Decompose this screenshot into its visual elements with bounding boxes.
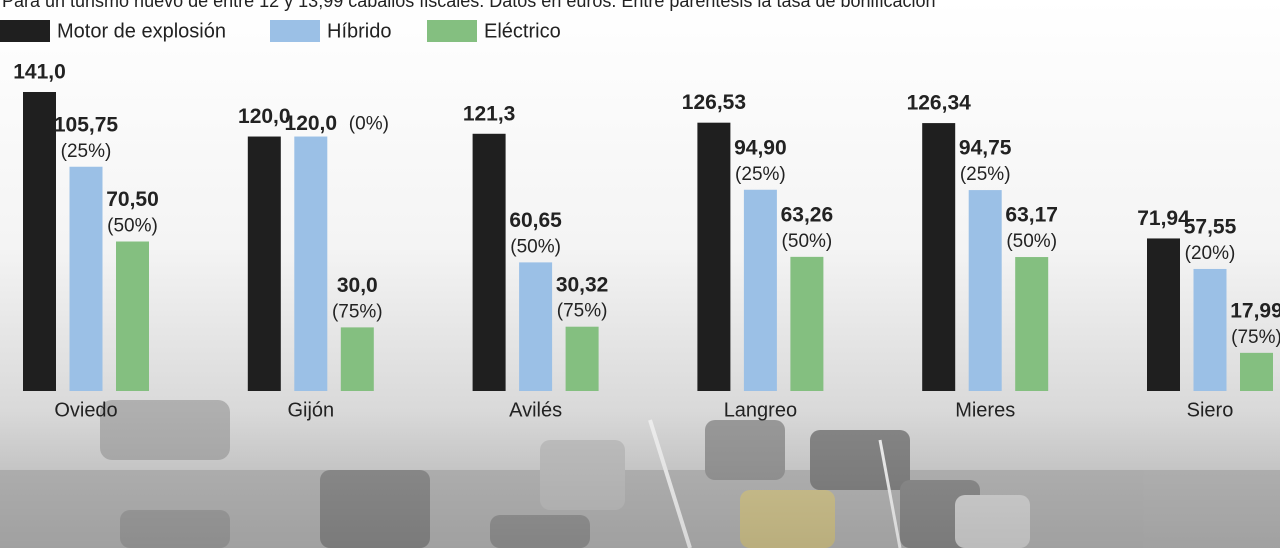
legend-swatch (270, 20, 320, 42)
legend-swatch (427, 20, 477, 42)
value-label: 120,0 (285, 112, 338, 135)
annotation: (75%) (1231, 327, 1280, 348)
road-scene (0, 400, 1280, 548)
legend-label: Híbrido (327, 20, 391, 42)
annotation: (25%) (61, 141, 112, 162)
value-label: 126,34 (907, 92, 972, 115)
annotation: (0%) (349, 114, 389, 135)
bar (519, 262, 553, 391)
value-label: 30,0 (337, 274, 378, 297)
bar (790, 256, 824, 391)
legend-swatch (0, 20, 50, 42)
value-label: 70,50 (106, 188, 159, 211)
annotation: (25%) (735, 164, 786, 185)
category-label: Avilés (509, 399, 562, 421)
value-label: 141,0 (13, 61, 66, 84)
bar (247, 136, 281, 391)
bar (743, 189, 777, 391)
subtitle: Para un turismo nuevo de entre 12 y 13,9… (2, 0, 936, 11)
value-label: 71,94 (1137, 207, 1190, 230)
bar (565, 326, 599, 391)
annotation: (50%) (510, 236, 561, 257)
value-label: 120,0 (238, 105, 291, 128)
legend-label: Motor de explosión (57, 20, 226, 42)
annotation: (50%) (107, 216, 158, 237)
annotation: (25%) (960, 164, 1011, 185)
category-label: Oviedo (54, 399, 117, 421)
bar (1015, 257, 1049, 391)
category-label: Gijón (287, 399, 334, 421)
bar (968, 190, 1002, 391)
value-label: 63,26 (781, 203, 834, 226)
annotation: (75%) (332, 301, 383, 322)
bar (69, 166, 103, 391)
value-label: 94,75 (959, 137, 1012, 160)
annotation: (50%) (1006, 231, 1057, 252)
value-label: 121,3 (463, 102, 516, 125)
bar (23, 92, 56, 391)
bar (922, 123, 956, 391)
value-label: 60,65 (509, 209, 562, 232)
category-label: Mieres (955, 399, 1015, 421)
legend-label: Eléctrico (484, 20, 561, 42)
annotation: (20%) (1185, 243, 1236, 264)
value-label: 57,55 (1184, 216, 1237, 239)
bar (294, 136, 328, 391)
value-label: 94,90 (734, 136, 787, 159)
bar (1147, 238, 1180, 391)
bar (472, 133, 506, 391)
value-label: 63,17 (1005, 204, 1058, 227)
bar (340, 327, 374, 391)
bar (116, 241, 149, 391)
bar (1240, 352, 1273, 391)
value-label: 30,32 (556, 273, 609, 296)
value-label: 126,53 (682, 91, 746, 114)
value-label: 17,99 (1230, 299, 1280, 322)
value-label: 105,75 (54, 113, 119, 136)
annotation: (50%) (782, 231, 833, 252)
bar (1193, 268, 1227, 391)
category-label: Langreo (724, 399, 797, 421)
bar (697, 122, 731, 392)
annotation: (75%) (557, 301, 608, 322)
category-label: Siero (1187, 399, 1234, 421)
